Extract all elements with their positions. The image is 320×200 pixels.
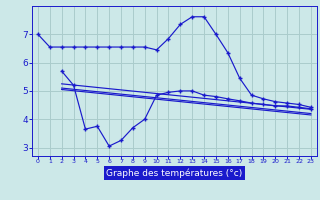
X-axis label: Graphe des températures (°c): Graphe des températures (°c): [106, 169, 243, 178]
